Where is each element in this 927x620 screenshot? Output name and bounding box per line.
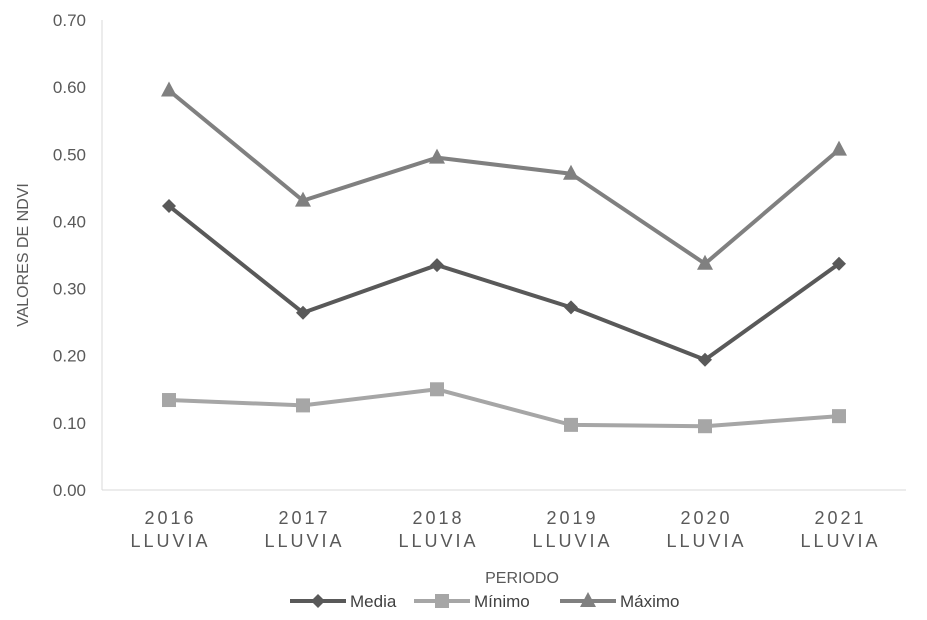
x-tick-label: LLUVIA bbox=[666, 531, 746, 551]
data-point bbox=[697, 254, 713, 270]
data-point bbox=[296, 398, 310, 413]
y-tick-label: 0.50 bbox=[53, 145, 86, 164]
legend-item: Media bbox=[290, 592, 397, 611]
legend: Media Mínimo Máximo bbox=[290, 592, 680, 611]
legend-marker bbox=[435, 594, 449, 608]
x-tick-labels: 2016 LLUVIA 2017 LLUVIA 2018 LLUVIA 2019 LLUVIA… bbox=[130, 508, 880, 551]
legend-item: Máximo bbox=[560, 592, 680, 611]
data-point bbox=[564, 417, 578, 432]
data-point bbox=[430, 258, 444, 273]
legend-label: Mínimo bbox=[474, 592, 530, 611]
legend-label: Media bbox=[350, 592, 397, 611]
x-tick-label: 2016 bbox=[144, 508, 196, 528]
data-point bbox=[564, 300, 578, 315]
x-tick-label: LLUVIA bbox=[130, 531, 210, 551]
y-tick-label: 0.10 bbox=[53, 414, 86, 433]
data-point bbox=[430, 382, 444, 397]
data-point bbox=[832, 256, 846, 271]
x-tick-label: LLUVIA bbox=[532, 531, 612, 551]
data-point bbox=[831, 140, 847, 156]
series-line bbox=[168, 387, 840, 429]
data-point bbox=[563, 164, 579, 180]
y-tick-label: 0.20 bbox=[53, 347, 86, 366]
series-line bbox=[167, 204, 841, 362]
x-tick-label: 2019 bbox=[546, 508, 598, 528]
data-point bbox=[296, 305, 310, 320]
axes bbox=[101, 20, 906, 491]
series-line bbox=[167, 88, 841, 266]
x-axis-title: PERIODO bbox=[485, 570, 559, 587]
x-tick-label: 2021 bbox=[814, 508, 866, 528]
series-0 bbox=[162, 198, 846, 367]
legend-item: Mínimo bbox=[414, 592, 530, 611]
series-1 bbox=[162, 382, 846, 434]
y-tick-label: 0.60 bbox=[53, 78, 86, 97]
y-tick-label: 0.40 bbox=[53, 212, 86, 231]
legend-marker bbox=[580, 592, 596, 607]
data-point bbox=[832, 409, 846, 424]
data-point bbox=[698, 352, 712, 367]
y-tick-label: 0.30 bbox=[53, 280, 86, 299]
data-point bbox=[295, 191, 311, 207]
y-axis-title: VALORES DE NDVI bbox=[15, 183, 32, 327]
data-point bbox=[162, 393, 176, 408]
data-point bbox=[429, 148, 445, 164]
legend-label: Máximo bbox=[620, 592, 680, 611]
y-tick-label: 0.00 bbox=[53, 481, 86, 500]
legend-marker bbox=[311, 594, 325, 608]
x-tick-label: LLUVIA bbox=[800, 531, 880, 551]
data-point bbox=[698, 419, 712, 434]
y-tick-labels: 0.00 0.10 0.20 0.30 0.40 0.50 0.60 0.70 bbox=[53, 11, 86, 500]
data-point bbox=[161, 81, 177, 97]
x-tick-label: LLUVIA bbox=[398, 531, 478, 551]
series-lines bbox=[161, 81, 847, 434]
x-tick-label: 2018 bbox=[412, 508, 464, 528]
x-tick-label: 2020 bbox=[680, 508, 732, 528]
x-tick-label: LLUVIA bbox=[264, 531, 344, 551]
x-tick-label: 2017 bbox=[278, 508, 330, 528]
data-point bbox=[162, 198, 176, 213]
series-2 bbox=[161, 81, 847, 270]
y-tick-label: 0.70 bbox=[53, 11, 86, 30]
